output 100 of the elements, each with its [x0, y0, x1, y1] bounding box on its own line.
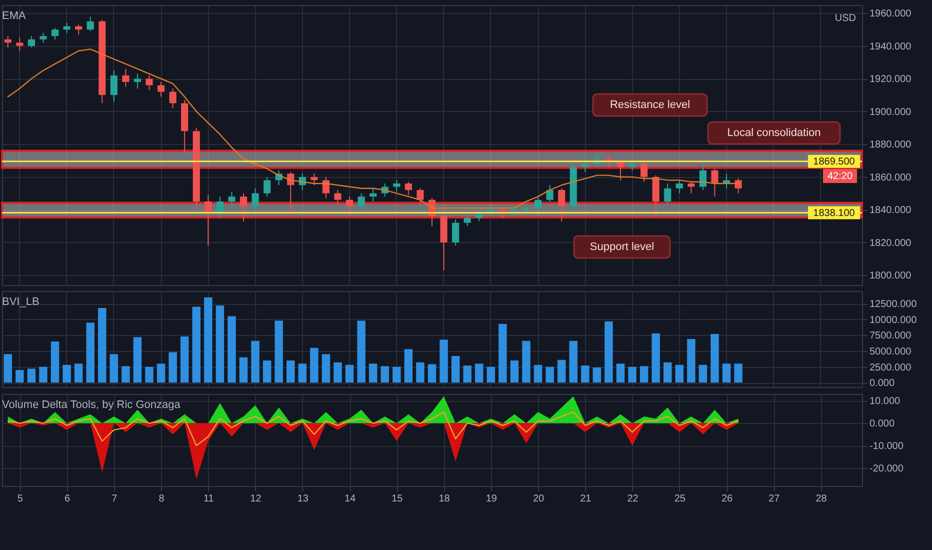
bar [604, 321, 613, 383]
candlestick [322, 176, 330, 199]
bar [628, 366, 636, 383]
candlestick [558, 188, 566, 222]
x-tick-label: 20 [532, 494, 545, 504]
candlestick [28, 36, 35, 48]
bar [392, 366, 401, 383]
candlestick [640, 162, 648, 182]
candlestick [51, 27, 59, 40]
bar [404, 349, 413, 383]
bar [546, 366, 554, 383]
candlestick [699, 163, 706, 191]
y-tick-label: 1900.000 [870, 106, 912, 118]
bar [498, 324, 507, 383]
y-tick-label: 0.000 [870, 418, 895, 430]
bar [451, 356, 460, 383]
candlestick [688, 181, 695, 194]
y-tick-label: 1840.000 [870, 205, 912, 216]
x-tick-label: 14 [344, 494, 356, 504]
bar [145, 366, 154, 383]
bar [274, 320, 283, 383]
bar [251, 340, 260, 383]
candlestick [358, 192, 365, 210]
candlestick [546, 184, 554, 202]
y-tick-label: 2500.000 [870, 362, 912, 374]
x-tick-label: 5 [17, 494, 24, 504]
chart-title: BVI_LB [2, 296, 40, 308]
x-tick-label: 21 [580, 494, 592, 504]
y-tick-label: -20.000 [870, 464, 904, 475]
x-tick-label: 27 [768, 494, 780, 504]
candlestick [252, 188, 259, 210]
bar [581, 366, 590, 383]
chart-title: EMA [2, 10, 26, 22]
y-tick-label: 1940.000 [870, 41, 912, 52]
annotation: USD [834, 13, 856, 24]
x-tick-label: 25 [674, 494, 686, 504]
bar [616, 364, 625, 383]
bar [334, 362, 342, 383]
x-tick-label: 15 [392, 494, 404, 504]
annotation: Resistance level [610, 99, 690, 111]
candlestick [158, 81, 165, 98]
bar [322, 354, 330, 383]
x-tick-label: 22 [627, 494, 639, 504]
bar [687, 339, 696, 383]
bar [510, 360, 519, 383]
candlestick [240, 192, 248, 222]
bar [298, 364, 307, 383]
x-tick-label: 12 [250, 494, 262, 504]
candlestick [264, 176, 271, 198]
x-tick-label: 26 [721, 494, 734, 504]
bar [168, 352, 177, 383]
bar [652, 333, 660, 383]
candlestick [310, 173, 318, 186]
y-tick-label: 1960.000 [870, 8, 912, 20]
candlestick [16, 37, 24, 52]
bar [122, 366, 130, 383]
candlestick [734, 178, 742, 194]
bar [534, 364, 542, 383]
candlestick [86, 16, 94, 32]
bar [428, 364, 436, 383]
bar [416, 362, 424, 383]
candlestick [228, 191, 236, 210]
candlestick [146, 74, 153, 91]
candlestick [534, 196, 542, 210]
y-tick-label: -10.000 [870, 441, 904, 452]
bar [310, 348, 318, 383]
y-tick-label: 12500.000 [870, 299, 918, 310]
bar [675, 364, 684, 383]
bar [286, 360, 295, 383]
y-tick-label: 1860.000 [870, 172, 912, 184]
candlestick [4, 36, 12, 48]
bar [216, 306, 224, 383]
bar [27, 368, 36, 383]
bar [74, 364, 83, 383]
bar [239, 357, 248, 383]
bar [380, 366, 389, 383]
x-tick-label: 28 [816, 494, 828, 504]
candlestick [393, 180, 400, 192]
bar [722, 364, 731, 383]
x-tick-label: 19 [486, 494, 498, 504]
bar [640, 366, 648, 383]
y-tick-label: 1920.000 [870, 74, 912, 86]
bar [592, 367, 602, 383]
bar [180, 336, 189, 383]
y-tick-label: 5000.000 [870, 346, 912, 358]
line-series [7, 411, 739, 446]
bar [50, 342, 60, 383]
candlestick [75, 24, 82, 35]
candlestick [711, 168, 718, 198]
x-tick-label: 6 [64, 494, 71, 504]
bar [357, 320, 366, 383]
bar [522, 340, 530, 383]
bar [734, 364, 742, 383]
candlestick [110, 70, 118, 102]
candlestick [476, 209, 483, 222]
bar [569, 340, 578, 383]
bar [663, 362, 672, 383]
bar [698, 364, 708, 383]
bar [710, 334, 719, 383]
candlestick [370, 188, 377, 202]
